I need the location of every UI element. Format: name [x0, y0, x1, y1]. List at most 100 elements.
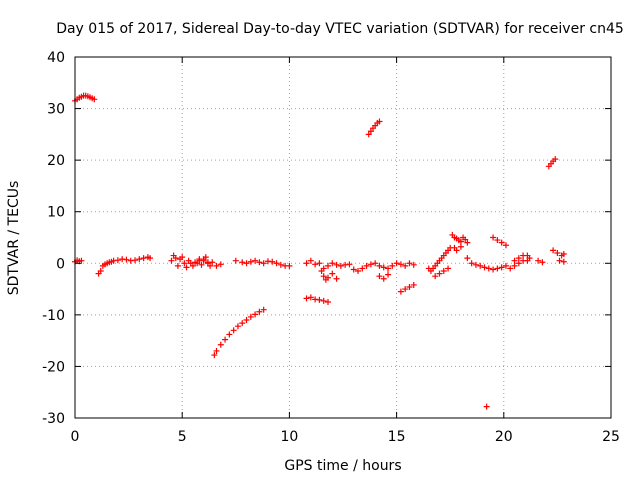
data-point [372, 260, 379, 267]
y-tick-label: -30 [42, 411, 65, 427]
data-point [247, 313, 254, 320]
data-point [273, 260, 280, 267]
data-point [560, 251, 567, 258]
y-tick-label: -20 [42, 359, 65, 375]
data-point [140, 255, 147, 262]
data-point [307, 294, 314, 301]
data-point [78, 257, 85, 264]
x-tick-label: 15 [388, 429, 406, 445]
data-point [440, 268, 447, 275]
data-point [490, 266, 497, 273]
x-tick-label: 0 [71, 429, 80, 445]
series-arc-23 [550, 247, 567, 259]
series-arc-11 [350, 260, 417, 275]
data-point [179, 254, 186, 261]
data-point [462, 236, 469, 243]
data-point [318, 268, 325, 275]
data-point [464, 255, 471, 262]
data-point [402, 262, 409, 269]
data-point [535, 257, 542, 264]
data-point [217, 341, 224, 348]
data-point [333, 261, 340, 268]
data-point [320, 273, 327, 280]
data-point [232, 257, 239, 264]
data-point [410, 261, 417, 268]
y-tick-label: 30 [47, 102, 65, 118]
series-arc-18 [451, 243, 464, 254]
data-point [376, 273, 383, 280]
data-point [359, 265, 366, 272]
data-point [397, 288, 404, 295]
x-axis-label: GPS time / hours [284, 458, 401, 474]
data-point [457, 238, 464, 245]
data-point [402, 286, 409, 293]
data-point [494, 237, 501, 244]
y-tick-label: 20 [47, 153, 65, 169]
data-point [183, 264, 190, 271]
data-point [490, 234, 497, 241]
data-point [324, 298, 331, 305]
data-point [472, 261, 479, 268]
series-arc-9 [318, 268, 340, 283]
data-point [230, 327, 237, 334]
data-point [350, 266, 357, 273]
data-point [385, 271, 392, 278]
data-point [252, 257, 259, 264]
series-arc-16 [432, 265, 452, 280]
data-point [97, 268, 104, 275]
data-point [453, 247, 460, 254]
data-point [247, 258, 254, 265]
series-arc-20 [490, 234, 509, 249]
data-point [277, 261, 284, 268]
data-point [376, 118, 383, 125]
data-point [511, 257, 518, 264]
data-point [483, 403, 490, 410]
data-point [172, 255, 179, 262]
data-point [303, 295, 310, 302]
data-point [337, 262, 344, 269]
series-arc-19 [464, 255, 531, 273]
data-point [222, 336, 229, 343]
data-point [136, 256, 143, 263]
data-point [554, 249, 561, 256]
data-point [380, 275, 387, 282]
data-point [260, 306, 267, 313]
data-point [303, 260, 310, 267]
data-point [213, 347, 220, 354]
data-point [211, 352, 218, 359]
data-point [213, 262, 220, 269]
data-point [526, 255, 533, 262]
axes: 0 5 10 15 20 25 -30 -20 -10 0 10 20 30 40 [42, 50, 620, 445]
data-point [243, 317, 250, 324]
data-point [393, 260, 400, 267]
data-point [123, 256, 130, 263]
data-point [217, 261, 224, 268]
data-point [226, 331, 233, 338]
data-point [256, 308, 263, 315]
data-point [502, 262, 509, 269]
series-arc-7 [232, 257, 293, 269]
data-point [432, 273, 439, 280]
data-point [234, 323, 241, 330]
data-point [376, 262, 383, 269]
data-point [494, 265, 501, 272]
series-arc-12 [376, 271, 392, 282]
series-arc-22 [535, 257, 546, 266]
data-point [196, 256, 203, 263]
series-arc-2 [72, 92, 98, 104]
data-point [239, 320, 246, 327]
y-tick-label: 10 [47, 205, 65, 221]
data-point [457, 243, 464, 250]
data-point [239, 259, 246, 266]
y-tick-label: -10 [42, 308, 65, 324]
data-point [260, 260, 267, 267]
data-point [307, 257, 314, 264]
data-point [550, 247, 557, 254]
data-point [333, 275, 340, 282]
data-point [252, 311, 259, 318]
data-point [515, 260, 522, 267]
data-point [552, 156, 559, 163]
data-point [464, 239, 471, 246]
data-point [114, 257, 121, 264]
data-point [324, 262, 331, 269]
